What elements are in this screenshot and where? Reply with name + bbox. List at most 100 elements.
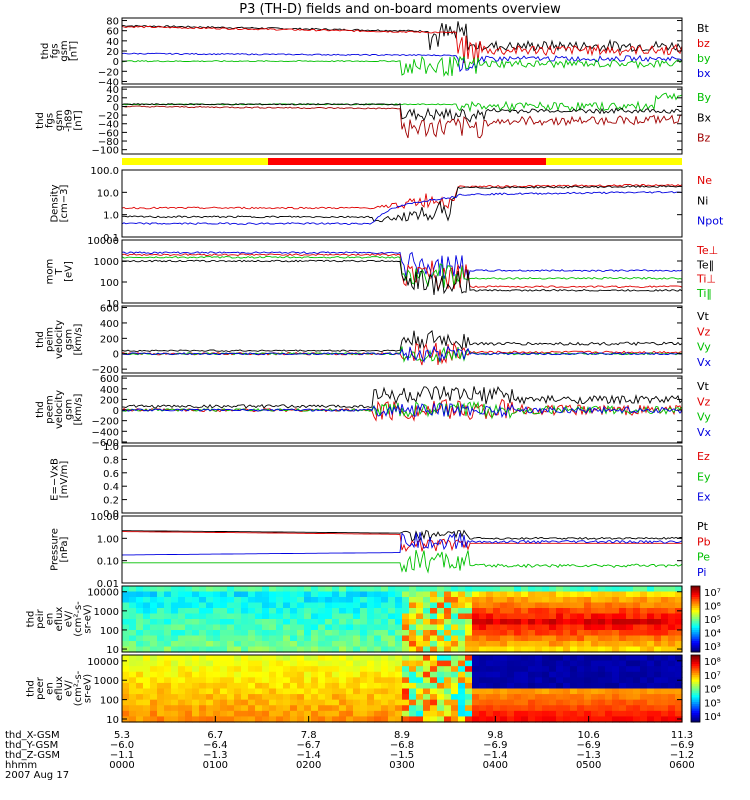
spectrogram-cell	[178, 666, 186, 673]
spectrogram-cell	[577, 641, 585, 648]
spectrogram-cell	[185, 677, 193, 684]
spectrogram-cell	[248, 635, 256, 642]
spectrogram-cell	[654, 716, 662, 723]
spectrogram-cell	[339, 694, 347, 701]
spectrogram-cell	[381, 641, 389, 648]
spectrogram-cell	[640, 671, 648, 678]
spectrogram-cell	[241, 682, 249, 690]
spectrogram-cell	[290, 677, 298, 684]
spectrogram-cell	[206, 660, 214, 667]
spectrogram-cell	[143, 619, 151, 626]
spectrogram-cell	[318, 682, 326, 690]
spectrogram-cell	[122, 586, 130, 593]
spectrogram-cell	[220, 586, 228, 593]
spectrogram-cell	[542, 597, 550, 604]
spectrogram-cell	[402, 624, 410, 631]
spectrogram-cell	[507, 597, 515, 604]
spectrogram-cell	[563, 655, 571, 662]
spectrogram-cell	[479, 597, 487, 604]
spectrogram-cell	[241, 613, 249, 620]
colorbar-step	[691, 692, 700, 696]
y-axis-label: gsm	[64, 329, 75, 350]
spectrogram-cell	[493, 660, 501, 667]
spectrogram-cell	[500, 655, 508, 662]
spectrogram-cell	[297, 710, 305, 718]
spectrogram-cell	[437, 666, 445, 673]
spectrogram-cell	[528, 660, 536, 667]
spectrogram-cell	[493, 641, 501, 648]
spectrogram-cell	[206, 688, 214, 695]
spectrogram-cell	[227, 641, 235, 648]
spectrogram-cell	[234, 682, 242, 690]
spectrogram-cell	[234, 677, 242, 684]
spectrogram-cell	[220, 655, 228, 662]
spectrogram-cell	[451, 710, 459, 718]
spectrogram-cell	[150, 646, 158, 653]
spectrogram-cell	[675, 630, 683, 637]
spectrogram-cell	[577, 608, 585, 615]
spectrogram-cell	[647, 624, 655, 631]
spectrogram-cell	[374, 710, 382, 718]
spectrogram-cell	[675, 602, 683, 609]
spectrogram-cell	[626, 586, 634, 593]
y-tick-label: 0	[113, 350, 119, 361]
spectrogram-cell	[472, 641, 480, 648]
y-axis-label: eV/	[64, 610, 75, 627]
spectrogram-cell	[598, 646, 606, 653]
spectrogram-cell	[255, 635, 263, 642]
spectrogram-cell	[465, 630, 473, 637]
spectrogram-cell	[668, 705, 676, 712]
spectrogram-cell	[647, 716, 655, 723]
spectrogram-cell	[367, 613, 375, 620]
spectrogram-cell	[423, 613, 431, 620]
spectrogram-cell	[318, 688, 326, 695]
spectrogram-cell	[416, 602, 424, 609]
spectrogram-cell	[626, 591, 634, 598]
spectrogram-cell	[241, 710, 249, 718]
y-axis-label: [mV/m]	[59, 461, 70, 499]
spectrogram-cell	[521, 586, 529, 593]
spectrogram-cell	[248, 586, 256, 593]
spectrogram-cell	[353, 677, 361, 684]
spectrogram-cell	[248, 608, 256, 615]
spectrogram-cell	[346, 699, 354, 706]
spectrogram-cell	[500, 705, 508, 712]
spectrogram-cell	[318, 666, 326, 673]
spectrogram-cell	[332, 688, 340, 695]
spectrogram-cell	[164, 694, 172, 701]
spectrogram-cell	[444, 666, 452, 673]
colorbar-step	[691, 647, 700, 651]
spectrogram-cell	[675, 688, 683, 695]
spectrogram-cell	[276, 710, 284, 718]
spectrogram-cell	[325, 602, 333, 609]
spectrogram-cell	[409, 635, 417, 642]
y-axis-label: T	[54, 268, 65, 276]
spectrogram-cell	[465, 586, 473, 593]
spectrogram-cell	[269, 619, 277, 626]
spectrogram-cell	[612, 671, 620, 678]
spectrogram-cell	[577, 655, 585, 662]
spectrogram-cell	[199, 705, 207, 712]
spectrogram-cell	[290, 688, 298, 695]
legend-entry: By	[697, 91, 712, 104]
spectrogram-cell	[332, 635, 340, 642]
spectrogram-cell	[262, 694, 270, 701]
colorbar-step	[691, 684, 700, 687]
legend-entry: Bt	[697, 22, 710, 35]
spectrogram-cell	[213, 705, 221, 712]
spectrogram-cell	[556, 646, 564, 653]
spectrogram-cell	[199, 710, 207, 718]
spectrogram-cell	[353, 597, 361, 604]
spectrogram-cell	[612, 641, 620, 648]
spectrogram-cell	[304, 671, 312, 678]
spectrogram-cell	[402, 619, 410, 626]
spectrogram-cell	[612, 677, 620, 684]
spectrogram-cell	[157, 705, 165, 712]
spectrogram-cell	[598, 710, 606, 718]
spectrogram-cell	[472, 671, 480, 678]
spectrogram-cell	[444, 635, 452, 642]
spectrogram-cell	[283, 591, 291, 598]
spectrogram-cell	[304, 646, 312, 653]
panel-peem: 6004002000−200−400−600thdpeemvelocitygsm…	[35, 374, 712, 449]
